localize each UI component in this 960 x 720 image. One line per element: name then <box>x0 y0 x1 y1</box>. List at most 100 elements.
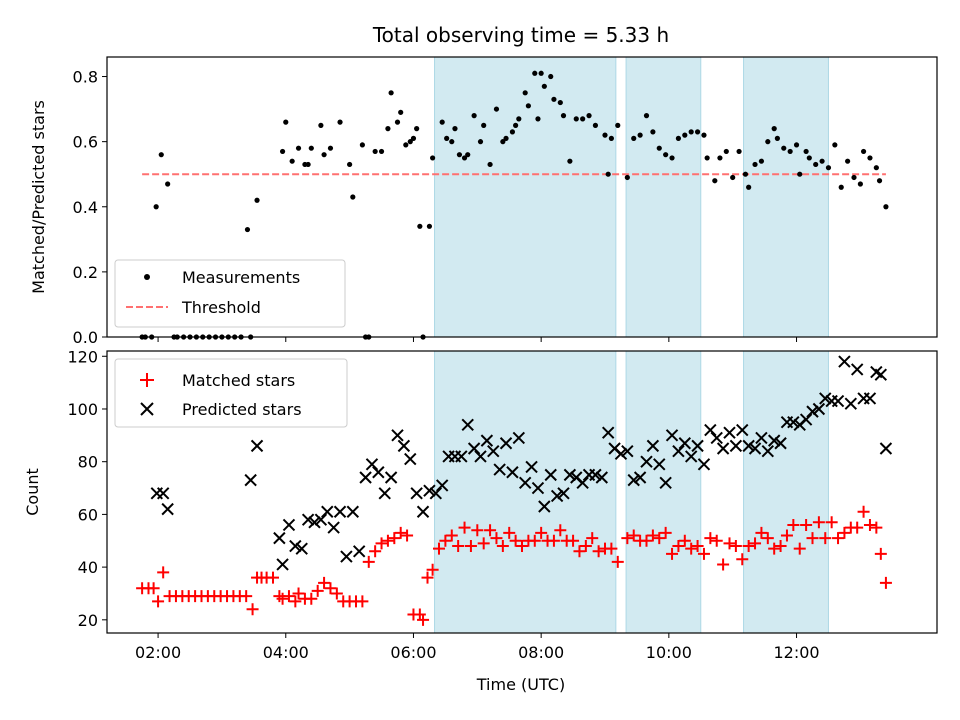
measurement-point <box>592 122 599 128</box>
matched-point <box>592 545 605 558</box>
measurement-point <box>308 145 314 151</box>
measurement-point <box>857 181 863 187</box>
matched-point <box>433 542 445 555</box>
predicted-point <box>659 476 672 489</box>
measurement-point <box>321 152 327 158</box>
measurement-point <box>746 184 752 190</box>
predicted-point <box>589 468 602 482</box>
matched-point <box>477 537 490 550</box>
matched-point <box>496 540 509 553</box>
observing-spans <box>434 350 829 634</box>
predicted-point <box>812 402 826 416</box>
measurement-point <box>774 135 780 141</box>
predicted-point <box>850 363 864 376</box>
measurement-point <box>758 158 765 164</box>
predicted-point <box>276 558 289 571</box>
predicted-point <box>506 466 519 479</box>
measurement-point <box>688 129 694 135</box>
measurement-point <box>481 122 487 128</box>
matched-point <box>832 532 845 545</box>
predicted-point <box>787 415 800 429</box>
legend-label-threshold: Threshold <box>181 298 261 317</box>
matched-point <box>870 521 883 534</box>
predicted-point <box>672 444 685 458</box>
predicted-point <box>474 450 487 463</box>
observing-spans <box>434 56 829 338</box>
matched-point <box>800 518 813 531</box>
predicted-point <box>404 452 417 466</box>
measurement-point <box>551 96 557 102</box>
predicted-point <box>359 471 372 484</box>
y-tick-label: 120 <box>67 347 98 366</box>
count-legend: Matched stars Predicted stars <box>114 358 348 428</box>
predicted-point <box>340 550 353 563</box>
measurement-point <box>414 126 420 132</box>
predicted-point <box>684 450 698 463</box>
measurement-point <box>806 155 812 161</box>
predicted-point <box>512 431 526 445</box>
matched-point <box>793 542 806 555</box>
observing-span <box>434 56 617 338</box>
measurement-point <box>417 223 423 229</box>
matched-point <box>646 529 659 542</box>
matched-point <box>863 518 876 531</box>
matched-point <box>458 521 471 534</box>
measurement-point <box>244 226 251 233</box>
matched-point <box>394 526 407 539</box>
measurement-point <box>426 223 433 229</box>
measurement-point <box>385 126 391 132</box>
measurement-point <box>832 142 838 148</box>
predicted-point <box>416 505 430 518</box>
matched-point <box>685 542 698 555</box>
predicted-point <box>308 516 321 529</box>
measurement-point <box>608 135 614 141</box>
legend-label-measurements: Measurements <box>182 268 300 287</box>
matched-point <box>305 592 318 605</box>
matched-point <box>240 590 253 603</box>
predicted-point <box>550 489 564 503</box>
x-axis-label: Time (UTC) <box>476 675 565 694</box>
predicted-point <box>410 487 423 500</box>
y-tick-label: 60 <box>78 505 98 524</box>
matched-point <box>439 534 452 547</box>
predicted-point <box>755 431 768 445</box>
matched-point <box>375 537 388 550</box>
measurement-point <box>548 73 554 80</box>
predicted-point <box>831 394 845 408</box>
observing-span <box>743 56 829 338</box>
measurement-point <box>532 70 538 76</box>
predicted-point <box>627 473 640 487</box>
measurement-point <box>675 135 682 141</box>
matched-point <box>282 590 295 603</box>
matched-point <box>426 563 439 576</box>
measurement-point <box>682 132 688 138</box>
predicted-point <box>282 518 296 532</box>
measurement-point <box>439 119 445 125</box>
measurement-point <box>797 171 803 177</box>
measurement-point <box>876 178 883 184</box>
measurement-point <box>461 155 468 161</box>
measurement-point <box>465 152 471 158</box>
matched-point <box>627 529 640 542</box>
measurement-point <box>500 139 506 145</box>
predicted-point <box>161 502 174 516</box>
predicted-point <box>557 487 570 500</box>
predicted-point <box>384 471 398 484</box>
measurement-point <box>873 165 879 171</box>
matched-point <box>640 534 653 547</box>
matched-point <box>742 540 755 553</box>
matched-point <box>157 566 170 579</box>
measurement-point <box>643 113 650 119</box>
matched-point <box>825 516 838 529</box>
predicted-point <box>378 487 391 500</box>
count-legend-box <box>114 358 348 428</box>
predicted-point <box>595 471 609 484</box>
predicted-point <box>704 423 717 437</box>
matched-point <box>324 582 337 595</box>
measurement-point <box>573 116 579 122</box>
matched-point <box>381 534 394 547</box>
measurement-point <box>541 83 547 89</box>
predicted-point <box>461 418 474 432</box>
measurement-point <box>493 106 500 112</box>
matched-point <box>401 529 414 542</box>
